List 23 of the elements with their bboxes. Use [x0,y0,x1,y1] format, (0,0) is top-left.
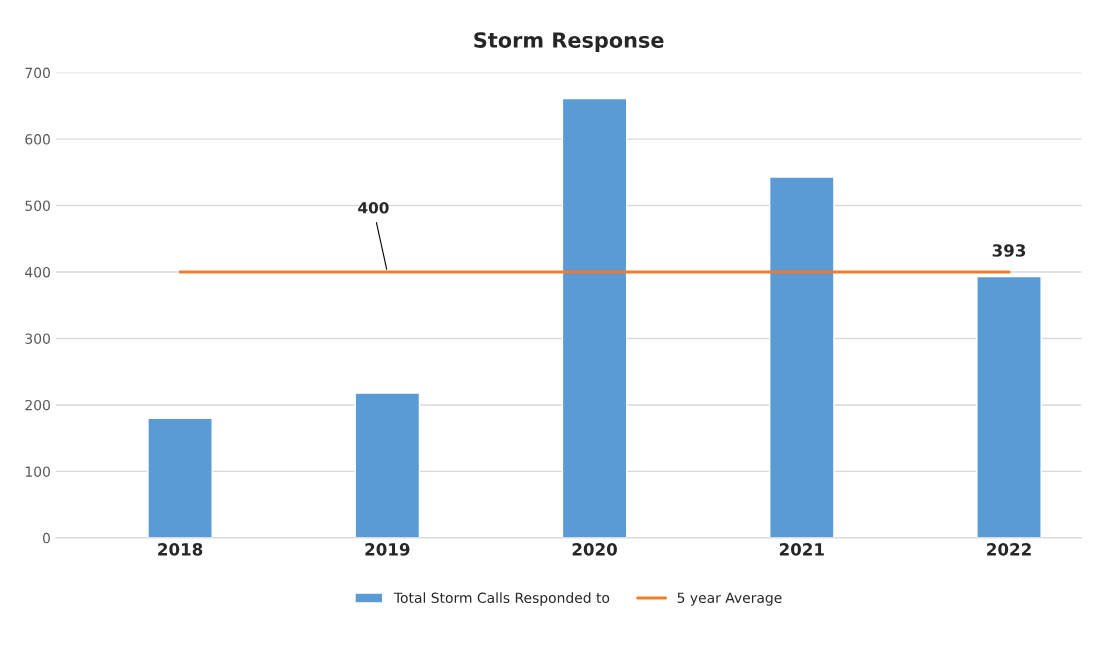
x-tick-label: 2020 [572,543,617,556]
bar [561,97,628,538]
y-tick-label: 400 [25,266,50,278]
y-tick-label: 700 [25,67,50,79]
data-label: 400 [358,201,389,214]
legend-label: 5 year Average [677,592,782,606]
x-tick-label: 2018 [158,543,203,556]
y-tick-label: 200 [25,399,50,411]
bar [354,392,421,538]
y-tick-label: 600 [25,134,50,145]
data-label: 393 [992,244,1026,257]
x-tick-label: 2021 [779,543,824,556]
bar [147,417,213,538]
y-tick-label: 0 [42,532,50,544]
y-tick-label: 300 [25,333,50,344]
y-tick-label: 100 [25,466,50,477]
bar [976,275,1042,538]
chart-title: Storm Response [474,32,664,52]
bar [768,176,835,538]
y-tick-label: 500 [25,200,50,212]
legend-label: Total Storm Calls Responded to [393,592,610,606]
x-tick-label: 2022 [987,543,1031,556]
x-tick-label: 2019 [365,543,410,556]
